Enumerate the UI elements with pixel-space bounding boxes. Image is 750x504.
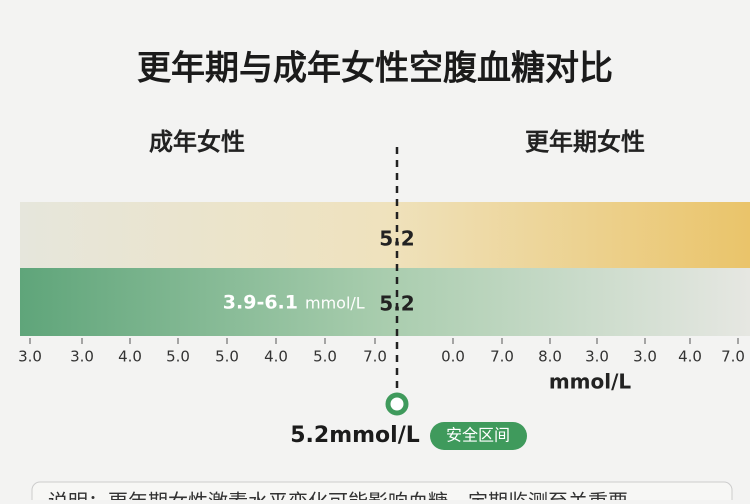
note: 说明：更年期女性激素水平变化可能影响血糖，定期监测至关重要 (48, 490, 628, 501)
bar (20, 268, 750, 336)
axis-label: 5.0 (215, 348, 239, 366)
bar (20, 202, 750, 268)
axis: 3.0 3.0 4.0 5.0 5.0 4.0 5.0 7.0 0.0 7.0 8.0 3.0 3.0 4… (18, 338, 745, 366)
group-label: 更年期女性 (525, 128, 645, 156)
axis-label: 4.0 (678, 348, 702, 366)
axis-label: 4.0 (264, 348, 288, 366)
marker-label: 5.2mmol/L (290, 423, 420, 448)
axis-label: 0.0 (441, 348, 465, 366)
axis-label: 3.0 (585, 348, 609, 366)
marker (385, 392, 409, 416)
axis-label: 7.0 (490, 348, 514, 366)
axis-unit: mmol/L (549, 370, 632, 394)
axis-label: 5.0 (166, 348, 190, 366)
axis-label: 3.0 (18, 348, 42, 366)
badge (430, 422, 527, 450)
range-unit: mmol/L (305, 294, 365, 313)
value-label: 5.2 (379, 227, 414, 251)
axis-label: 7.0 (363, 348, 387, 366)
title: 更年期与成年女性空腹血糖对比 (137, 49, 613, 89)
axis-label: 3.0 (70, 348, 94, 366)
range-label: 3.9-6.1 (223, 292, 298, 314)
axis-label: 5.0 (313, 348, 337, 366)
value-label: 5.2 (379, 292, 414, 316)
axis-label: 4.0 (118, 348, 142, 366)
axis-label: 7.0 (721, 348, 745, 366)
group-label: 成年女性 (149, 128, 245, 156)
axis-label: 8.0 (538, 348, 562, 366)
axis-label: 3.0 (633, 348, 657, 366)
badge-text: 安全区间 (446, 426, 510, 445)
